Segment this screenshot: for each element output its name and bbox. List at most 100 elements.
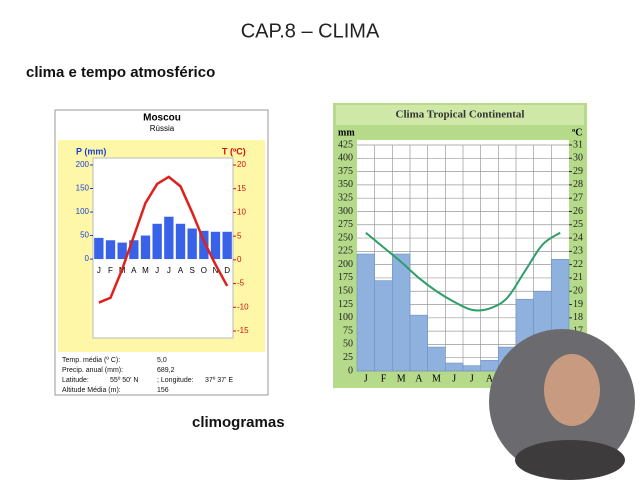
- chart-subtitle: Rússia: [150, 124, 175, 133]
- y2-tick-label: 19: [573, 299, 583, 310]
- x-tick-label: J: [97, 266, 101, 275]
- bar: [210, 231, 221, 260]
- y2-tick-label: 31: [573, 139, 583, 150]
- y2-axis-label: ºC: [572, 127, 583, 138]
- y2-tick-label: 5: [237, 231, 242, 240]
- bar: [427, 346, 446, 372]
- y2-tick-label: 15: [237, 184, 246, 193]
- bar: [199, 230, 209, 260]
- y2-tick-label: -10: [237, 302, 249, 311]
- y-tick-label: 350: [338, 179, 353, 190]
- y2-tick-label: 30: [573, 153, 583, 164]
- bar: [140, 235, 151, 260]
- y-tick-label: 275: [338, 219, 353, 230]
- y2-tick-label: 28: [573, 179, 583, 190]
- bar: [409, 314, 428, 372]
- x-tick-label: M: [432, 373, 441, 384]
- y-tick-label: 425: [338, 139, 353, 150]
- info-label: ; Longitude:: [157, 377, 194, 384]
- bar: [117, 242, 127, 260]
- info-label: Latitude:: [62, 377, 89, 384]
- x-tick-label: S: [189, 266, 194, 275]
- caption: climogramas: [192, 414, 285, 431]
- y2-tick-label: 27: [573, 192, 583, 203]
- x-tick-label: A: [131, 266, 137, 275]
- y2-tick-label: 10: [237, 208, 246, 217]
- bar: [445, 362, 464, 372]
- y2-tick-label: -5: [237, 279, 245, 288]
- y2-tick-label: -15: [237, 326, 249, 335]
- bar: [152, 223, 162, 260]
- panel-header: [336, 105, 584, 125]
- bar: [374, 280, 393, 372]
- info-label: Precip. anual (mm):: [62, 367, 123, 374]
- y2-tick-label: 26: [573, 206, 583, 217]
- bar: [175, 223, 186, 260]
- plot-area: [92, 157, 234, 339]
- y-tick-label: 375: [338, 166, 353, 177]
- x-tick-label: A: [415, 373, 423, 384]
- bar: [94, 237, 104, 260]
- y-axis-label: P (mm): [76, 146, 106, 156]
- y2-tick-label: 18: [573, 312, 583, 323]
- y-tick-label: 100: [338, 312, 353, 323]
- slide-title: CAP.8 – CLIMA: [241, 20, 380, 42]
- chart-title: Moscou: [143, 113, 181, 124]
- x-tick-label: N: [213, 266, 219, 275]
- y2-tick-label: 25: [573, 219, 583, 230]
- x-tick-label: D: [224, 266, 230, 275]
- y-tick-label: 250: [338, 232, 353, 243]
- bar: [222, 231, 232, 260]
- y2-tick-label: 0: [237, 255, 242, 264]
- info-value: 55º 50' N: [110, 377, 138, 384]
- y-tick-label: 0: [348, 365, 353, 376]
- y-tick-label: 0: [85, 254, 90, 263]
- y-tick-label: 325: [338, 192, 353, 203]
- y-tick-label: 125: [338, 299, 353, 310]
- x-tick-label: A: [178, 266, 184, 275]
- webcam-body: [515, 440, 625, 480]
- bar: [129, 240, 139, 260]
- y-tick-label: 75: [343, 325, 353, 336]
- info-value: 689,2: [157, 367, 175, 374]
- y-tick-label: 175: [338, 272, 353, 283]
- x-tick-label: J: [155, 266, 159, 275]
- x-tick-label: A: [486, 373, 494, 384]
- x-tick-label: J: [167, 266, 171, 275]
- y2-tick-label: 21: [573, 272, 583, 283]
- x-tick-label: M: [142, 266, 149, 275]
- x-tick-label: J: [470, 373, 474, 384]
- bar: [187, 228, 197, 260]
- info-label: Temp. média (º C):: [62, 357, 120, 364]
- bar: [164, 216, 174, 260]
- y2-tick-label: 22: [573, 259, 583, 270]
- y-tick-label: 25: [343, 352, 353, 363]
- bar: [105, 240, 116, 260]
- line: [365, 231, 561, 312]
- x-tick-label: F: [108, 266, 113, 275]
- y-axis-label: mm: [338, 127, 355, 138]
- y-tick-label: 300: [338, 206, 353, 217]
- info-label: Altitude Média (m):: [62, 387, 121, 394]
- y-tick-label: 50: [343, 339, 353, 350]
- y-tick-label: 200: [338, 259, 353, 270]
- y2-tick-label: 23: [573, 246, 583, 257]
- y-tick-label: 100: [76, 207, 90, 216]
- y2-tick-label: 29: [573, 166, 583, 177]
- y-tick-label: 50: [80, 231, 89, 240]
- bar: [462, 365, 481, 372]
- info-value: 37º 37' E: [205, 377, 233, 384]
- info-value: 156: [157, 387, 169, 394]
- x-tick-label: F: [381, 373, 387, 384]
- slide-subtitle: clima e tempo atmosférico: [26, 64, 215, 81]
- x-tick-label: M: [397, 373, 406, 384]
- y2-tick-label: 24: [573, 232, 583, 243]
- y-tick-label: 150: [76, 184, 90, 193]
- webcam-face: [544, 354, 600, 426]
- bar: [392, 253, 411, 372]
- info-value: 5,0: [157, 357, 167, 364]
- line: [98, 175, 229, 304]
- x-tick-label: J: [452, 373, 456, 384]
- y-tick-label: 225: [338, 246, 353, 257]
